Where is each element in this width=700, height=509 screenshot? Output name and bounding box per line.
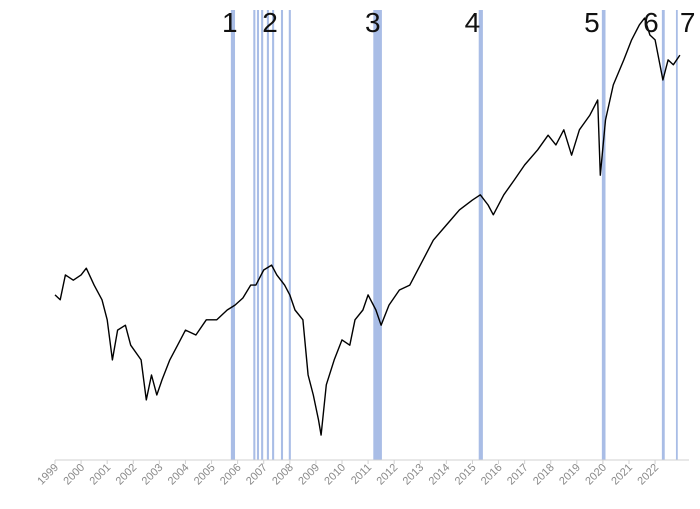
x-tick-label: 2000	[61, 462, 87, 488]
price-line	[54, 17, 681, 436]
x-tick-label: 2015	[453, 462, 479, 488]
x-tick-label: 2011	[349, 462, 374, 487]
event-label: 5	[584, 7, 600, 38]
highlight-band	[272, 10, 275, 460]
highlight-band	[256, 10, 260, 460]
x-tick-label: 1999	[35, 462, 61, 488]
x-tick-label: 2005	[192, 462, 218, 488]
event-label: 3	[365, 7, 381, 38]
x-tick-label: 2012	[374, 462, 400, 488]
x-tick-label: 2013	[401, 462, 427, 488]
x-tick-label: 2001	[88, 462, 114, 488]
x-tick-label: 2017	[505, 462, 531, 488]
highlight-band	[478, 10, 483, 460]
highlight-band	[253, 10, 256, 460]
x-tick-label: 2010	[322, 462, 348, 488]
event-label: 1	[222, 7, 238, 38]
x-tick-label: 2003	[140, 462, 166, 488]
highlight-band	[288, 10, 291, 460]
highlight-band	[261, 10, 264, 460]
x-tick-label: 2021	[609, 462, 635, 488]
x-tick-label: 2009	[296, 462, 322, 488]
highlight-band	[266, 10, 269, 460]
x-tick-label: 2007	[244, 462, 270, 488]
x-tick-label: 2020	[583, 462, 609, 488]
x-tick-label: 2002	[114, 462, 140, 488]
highlight-band	[661, 10, 665, 460]
x-tick-label: 2018	[531, 462, 557, 488]
x-tick-label: 2016	[479, 462, 505, 488]
x-tick-label: 2008	[270, 462, 296, 488]
highlight-band	[601, 10, 606, 460]
event-label: 7	[680, 7, 696, 38]
event-label: 6	[643, 7, 659, 38]
highlight-band	[230, 10, 236, 460]
event-label: 2	[262, 7, 278, 38]
highlight-band	[280, 10, 284, 460]
x-tick-label: 2004	[166, 462, 192, 488]
event-label: 4	[465, 7, 481, 38]
x-tick-label: 2014	[427, 462, 453, 488]
highlight-band	[373, 10, 382, 460]
highlight-band	[675, 10, 678, 460]
x-tick-label: 2019	[557, 462, 583, 488]
x-tick-label: 2022	[635, 462, 661, 488]
x-tick-label: 2006	[218, 462, 244, 488]
